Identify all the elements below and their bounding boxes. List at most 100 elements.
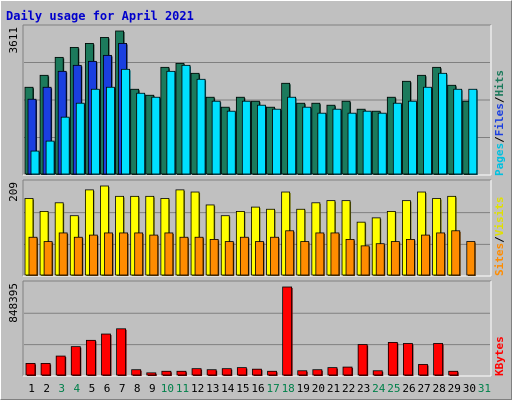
- bar-sites-day-30: [466, 241, 476, 276]
- x-tick-label: 7: [119, 382, 126, 395]
- legend-panel2: Sites/Visits: [493, 197, 506, 277]
- x-tick-label: 19: [297, 382, 310, 395]
- bar-sites-day-23: [360, 245, 370, 276]
- bar-sites-day-19: [300, 241, 310, 276]
- x-tick-label: 24: [372, 382, 386, 395]
- bar-sites-day-9: [149, 234, 159, 276]
- bar-kbytes-day-11: [176, 370, 187, 376]
- bar-pages-day-17: [272, 108, 281, 175]
- x-tick-label: 29: [448, 382, 461, 395]
- bar-sites-day-6: [104, 232, 113, 276]
- x-tick-label: 13: [206, 382, 219, 395]
- bar-pages-day-30: [468, 88, 478, 175]
- x-tick-label: 31: [478, 382, 491, 395]
- bar-pages-day-13: [211, 100, 221, 175]
- legend-entry: KBytes: [493, 336, 506, 376]
- bar-pages-day-12: [196, 78, 206, 175]
- bar-pages-day-21: [332, 108, 342, 175]
- bar-kbytes-day-17: [267, 370, 277, 376]
- x-tick-label: 15: [236, 382, 249, 395]
- bar-sites-day-22: [345, 238, 355, 276]
- bar-kbytes-day-7: [116, 328, 126, 376]
- bar-pages-day-29: [453, 88, 463, 175]
- bar-sites-day-2: [43, 241, 53, 276]
- bar-kbytes-day-10: [161, 370, 172, 376]
- bar-kbytes-day-15: [236, 367, 247, 376]
- x-tick-label: 8: [134, 382, 141, 395]
- bar-sites-day-29: [451, 230, 461, 276]
- bar-pages-day-11: [181, 64, 191, 175]
- x-tick-label: 14: [221, 382, 235, 395]
- x-tick-label: 16: [251, 382, 264, 395]
- bar-kbytes-day-14: [221, 368, 232, 376]
- bar-pages-day-20: [317, 112, 327, 175]
- bar-pages-day-25: [392, 102, 402, 175]
- bar-kbytes-day-24: [372, 370, 383, 376]
- bar-kbytes-day-25: [387, 342, 398, 376]
- bar-pages-day-24: [377, 112, 387, 175]
- bar-sites-day-24: [375, 243, 385, 276]
- legend-entry: /: [493, 236, 506, 243]
- bar-kbytes-day-13: [206, 369, 217, 376]
- bar-pages-day-27: [423, 86, 432, 175]
- x-tick-label: 12: [191, 382, 204, 395]
- bar-sites-day-5: [88, 234, 98, 276]
- bar-sites-day-1: [28, 236, 38, 276]
- bar-kbytes-day-21: [327, 367, 338, 376]
- bar-kbytes-day-18: [282, 286, 293, 376]
- bar-pages-day-15: [241, 100, 251, 175]
- x-tick-label: 23: [357, 382, 370, 395]
- legend-entry: Sites: [493, 243, 506, 276]
- bar-pages-day-23: [362, 110, 372, 175]
- bar-pages-day-19: [302, 106, 312, 175]
- bar-pages-day-9: [151, 96, 161, 175]
- bar-sites-day-11: [179, 236, 189, 276]
- x-tick-label: 10: [161, 382, 174, 395]
- axis-max-label: 3611: [7, 27, 20, 54]
- bar-sites-day-15: [239, 236, 249, 276]
- bar-kbytes-day-6: [101, 333, 111, 376]
- bar-pages-day-7: [121, 68, 130, 175]
- bar-pages-day-2: [45, 140, 55, 175]
- bar-kbytes-day-2: [40, 363, 51, 376]
- bar-kbytes-day-23: [357, 344, 368, 376]
- x-tick-label: 9: [149, 382, 156, 395]
- legend-entry: Hits: [493, 70, 506, 97]
- x-tick-label: 20: [312, 382, 325, 395]
- bar-kbytes-day-3: [55, 355, 66, 376]
- x-tick-label: 11: [176, 382, 189, 395]
- legend-entry: Pages: [493, 143, 506, 176]
- panel-hits-files-pages: 3611: [7, 24, 492, 176]
- bar-pages-day-16: [257, 104, 266, 175]
- x-tick-label: 25: [387, 382, 400, 395]
- bar-sites-day-8: [134, 232, 144, 276]
- x-tick-label: 21: [327, 382, 340, 395]
- x-tick-label: 30: [463, 382, 476, 395]
- bar-kbytes-day-26: [403, 343, 413, 376]
- panel-visits-sites: 209: [7, 179, 492, 277]
- bar-pages-day-26: [408, 100, 417, 175]
- bar-sites-day-16: [255, 241, 264, 276]
- bar-kbytes-day-4: [70, 346, 81, 376]
- bar-kbytes-day-5: [85, 339, 96, 376]
- bar-kbytes-day-9: [146, 372, 157, 376]
- legend-panel3: KBytes: [493, 336, 506, 376]
- x-tick-label: 28: [433, 382, 446, 395]
- bar-sites-day-17: [270, 236, 279, 276]
- bar-sites-day-25: [390, 241, 400, 276]
- x-tick-label: 22: [342, 382, 355, 395]
- bar-sites-day-3: [58, 232, 68, 276]
- x-tick-label: 3: [58, 382, 65, 395]
- bar-sites-day-26: [406, 238, 415, 276]
- bar-sites-day-7: [119, 232, 128, 276]
- x-tick-label: 27: [417, 382, 430, 395]
- bar-pages-day-8: [136, 92, 146, 175]
- legend-entry: Visits: [493, 197, 506, 237]
- bar-pages-day-18: [287, 96, 297, 175]
- x-tick-label: 2: [43, 382, 50, 395]
- bar-sites-day-12: [194, 236, 204, 276]
- bar-pages-day-5: [90, 88, 100, 175]
- x-tick-label: 18: [282, 382, 295, 395]
- bar-pages-day-3: [60, 116, 70, 175]
